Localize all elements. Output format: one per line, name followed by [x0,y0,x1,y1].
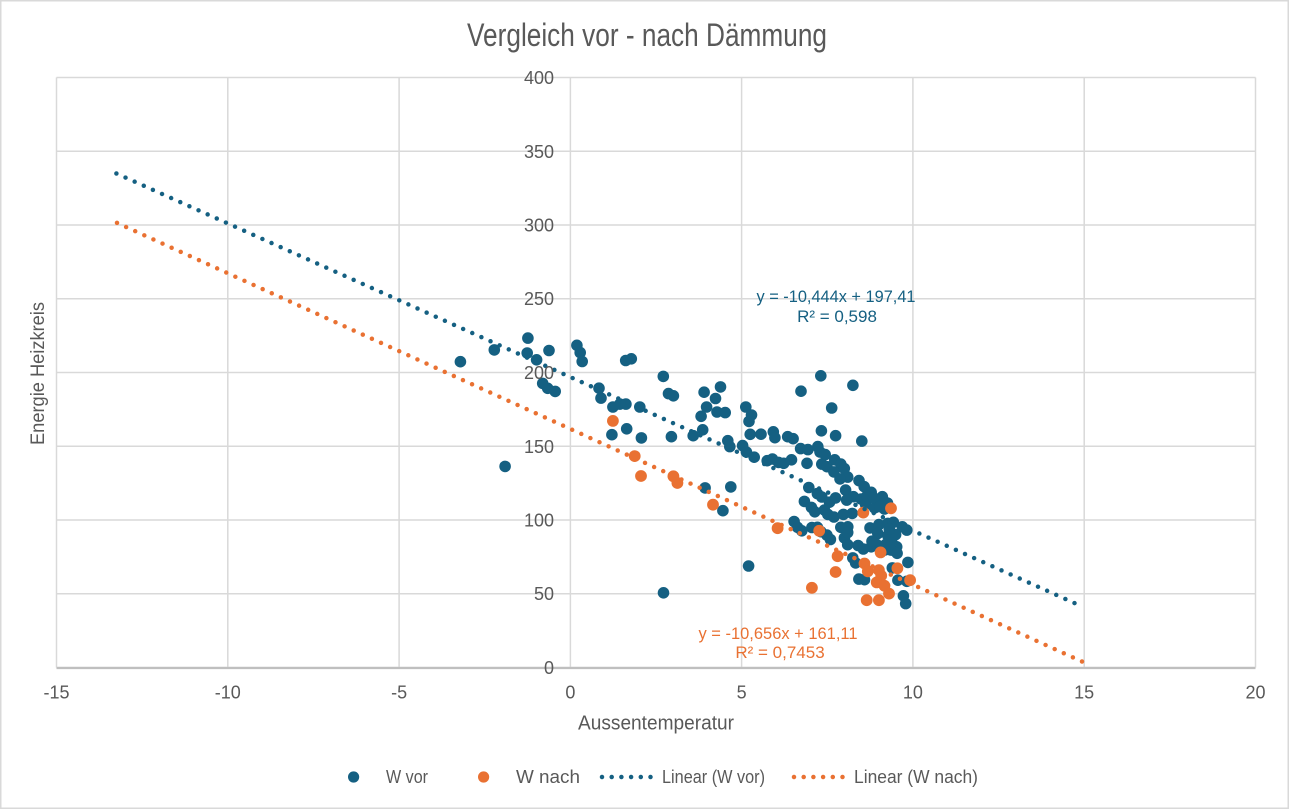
svg-text:0: 0 [565,683,575,703]
svg-text:400: 400 [524,68,554,88]
svg-text:50: 50 [534,584,554,604]
svg-text:W vor: W vor [386,767,428,787]
svg-text:0: 0 [544,658,554,678]
svg-text:-15: -15 [43,683,69,703]
svg-text:350: 350 [524,142,554,162]
svg-text:250: 250 [524,289,554,309]
svg-text:15: 15 [1074,683,1094,703]
svg-text:10: 10 [903,683,923,703]
svg-text:100: 100 [524,511,554,531]
svg-text:W nach: W nach [516,767,580,787]
svg-text:20: 20 [1245,683,1265,703]
svg-text:Linear (W nach): Linear (W nach) [854,767,978,787]
svg-text:Aussentemperatur: Aussentemperatur [578,713,734,735]
svg-text:R² = 0,7453: R² = 0,7453 [735,643,824,662]
svg-text:300: 300 [524,216,554,236]
svg-text:y = -10,656x + 161,11: y = -10,656x + 161,11 [699,624,858,643]
svg-text:5: 5 [737,683,747,703]
svg-text:y = -10,444x + 197,41: y = -10,444x + 197,41 [757,287,916,306]
svg-text:R² = 0,598: R² = 0,598 [797,307,877,326]
svg-text:Energie Heizkreis: Energie Heizkreis [28,302,49,445]
svg-text:150: 150 [524,437,554,457]
svg-text:-5: -5 [391,683,407,703]
svg-text:Vergleich vor - nach Dämmung: Vergleich vor - nach Dämmung [467,17,827,53]
svg-text:-10: -10 [215,683,241,703]
svg-text:200: 200 [524,363,554,383]
svg-text:Linear (W vor): Linear (W vor) [662,767,765,787]
